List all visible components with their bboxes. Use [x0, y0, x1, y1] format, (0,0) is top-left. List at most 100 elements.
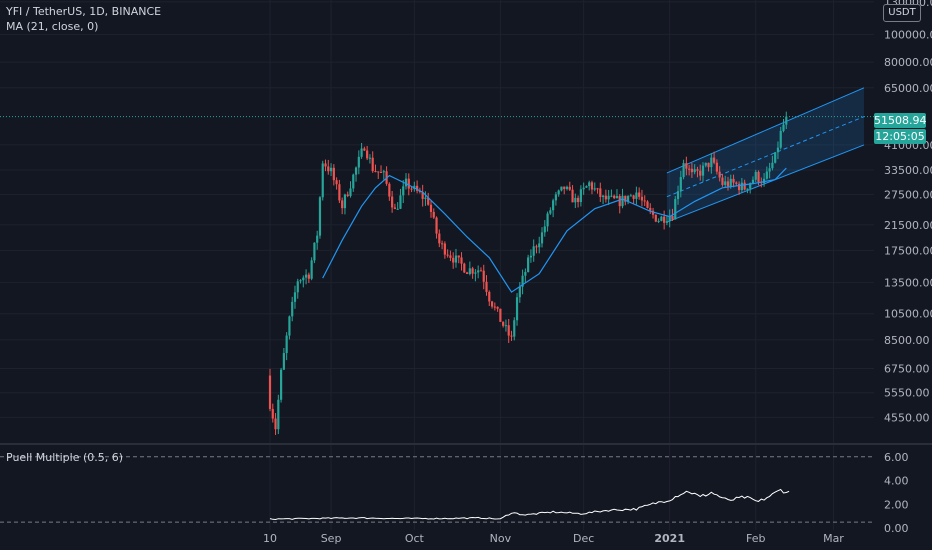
puell-tick-label: 6.00: [884, 451, 909, 464]
candle: [510, 330, 513, 341]
candle: [416, 180, 419, 194]
candle: [268, 368, 272, 412]
candle: [379, 165, 383, 173]
candle: [632, 194, 635, 204]
candle-body: [291, 301, 294, 317]
candle: [518, 282, 521, 303]
candle-body: [638, 192, 641, 197]
candle: [693, 164, 696, 175]
candle: [643, 195, 646, 207]
candle: [457, 255, 460, 264]
candle: [563, 186, 566, 195]
candle: [504, 319, 508, 332]
candle-body: [654, 214, 657, 222]
candle: [332, 164, 335, 186]
candle: [515, 293, 519, 326]
symbol-legend[interactable]: YFI / TetherUS, 1D, BINANCE: [6, 5, 162, 18]
candle-body: [477, 270, 480, 273]
candle: [421, 184, 424, 207]
price-axis[interactable]: 4550.00 5550.00 6750.00 8500.00 10500.00 1350…: [884, 0, 932, 424]
candle-body: [532, 246, 535, 256]
candle-body: [490, 301, 494, 307]
candle: [293, 285, 297, 309]
candle: [280, 367, 283, 403]
candle: [577, 195, 580, 208]
candle-body: [671, 216, 674, 220]
candle-body: [635, 192, 638, 199]
channel-fill: [666, 87, 864, 223]
candle-body: [360, 148, 363, 157]
candle-body: [280, 369, 283, 400]
candle-body: [599, 188, 602, 197]
candle-body: [632, 195, 635, 199]
time-axis[interactable]: 10 Sep Oct Nov Dec 2021 Feb Mar: [263, 532, 844, 545]
candle: [282, 347, 285, 371]
candle-body: [277, 399, 280, 430]
candle-body: [643, 200, 646, 202]
ma-legend[interactable]: MA (21, close, 0): [6, 20, 99, 33]
puell-axis[interactable]: 0.00 2.00 4.00 6.00: [884, 451, 909, 535]
candle: [513, 317, 516, 341]
candle: [477, 265, 480, 279]
candle: [571, 185, 574, 203]
candle-body: [468, 268, 471, 274]
candle: [454, 248, 458, 268]
candle: [754, 169, 757, 183]
candle: [338, 179, 341, 204]
candle: [435, 216, 438, 239]
candle: [613, 194, 616, 200]
candle-body: [363, 148, 366, 151]
candle: [524, 268, 527, 284]
candle-body: [410, 188, 413, 190]
candle-body: [357, 156, 360, 168]
candle-body: [596, 188, 599, 190]
candle: [660, 215, 663, 222]
candle-body: [593, 188, 596, 190]
candle: [582, 182, 585, 195]
puell-legend[interactable]: Puell Multiple (0.5, 6): [6, 451, 124, 464]
candle: [335, 177, 338, 190]
candle: [568, 181, 571, 192]
candle: [485, 275, 488, 296]
candle-body: [704, 162, 707, 166]
candle: [751, 176, 755, 184]
candle-body: [629, 195, 632, 197]
candle: [685, 156, 688, 176]
candle-body: [335, 180, 338, 185]
candle: [299, 279, 302, 284]
candle: [724, 175, 727, 188]
candle: [424, 191, 427, 206]
candle-body: [302, 277, 305, 281]
candle-body: [452, 257, 455, 263]
candle: [288, 315, 291, 340]
puell-tick-label: 0.00: [884, 522, 909, 535]
candle: [746, 188, 749, 194]
candle-body: [676, 191, 680, 200]
candle-body: [618, 196, 621, 207]
candle-body: [768, 168, 771, 172]
candle: [718, 166, 721, 182]
candle: [654, 214, 657, 223]
candle-body: [343, 194, 347, 209]
candle-body: [557, 190, 560, 195]
candle-body: [354, 167, 358, 175]
candle: [540, 227, 544, 248]
candle-body: [421, 191, 424, 199]
candle: [629, 193, 632, 197]
candle: [296, 278, 299, 299]
candle: [601, 194, 605, 204]
candle-body: [438, 233, 441, 244]
candle-body: [479, 270, 483, 272]
candle: [352, 173, 355, 192]
price-tick-label: 100000.00: [884, 28, 932, 41]
currency-button[interactable]: USDT: [883, 4, 921, 22]
time-tick-label: Mar: [823, 532, 844, 545]
regression-channel[interactable]: [666, 87, 865, 223]
candle-body: [368, 157, 372, 159]
candle: [646, 200, 649, 209]
candle-body: [740, 182, 743, 191]
candle-body: [313, 242, 316, 261]
candle-body: [774, 152, 777, 163]
candle: [674, 195, 677, 220]
